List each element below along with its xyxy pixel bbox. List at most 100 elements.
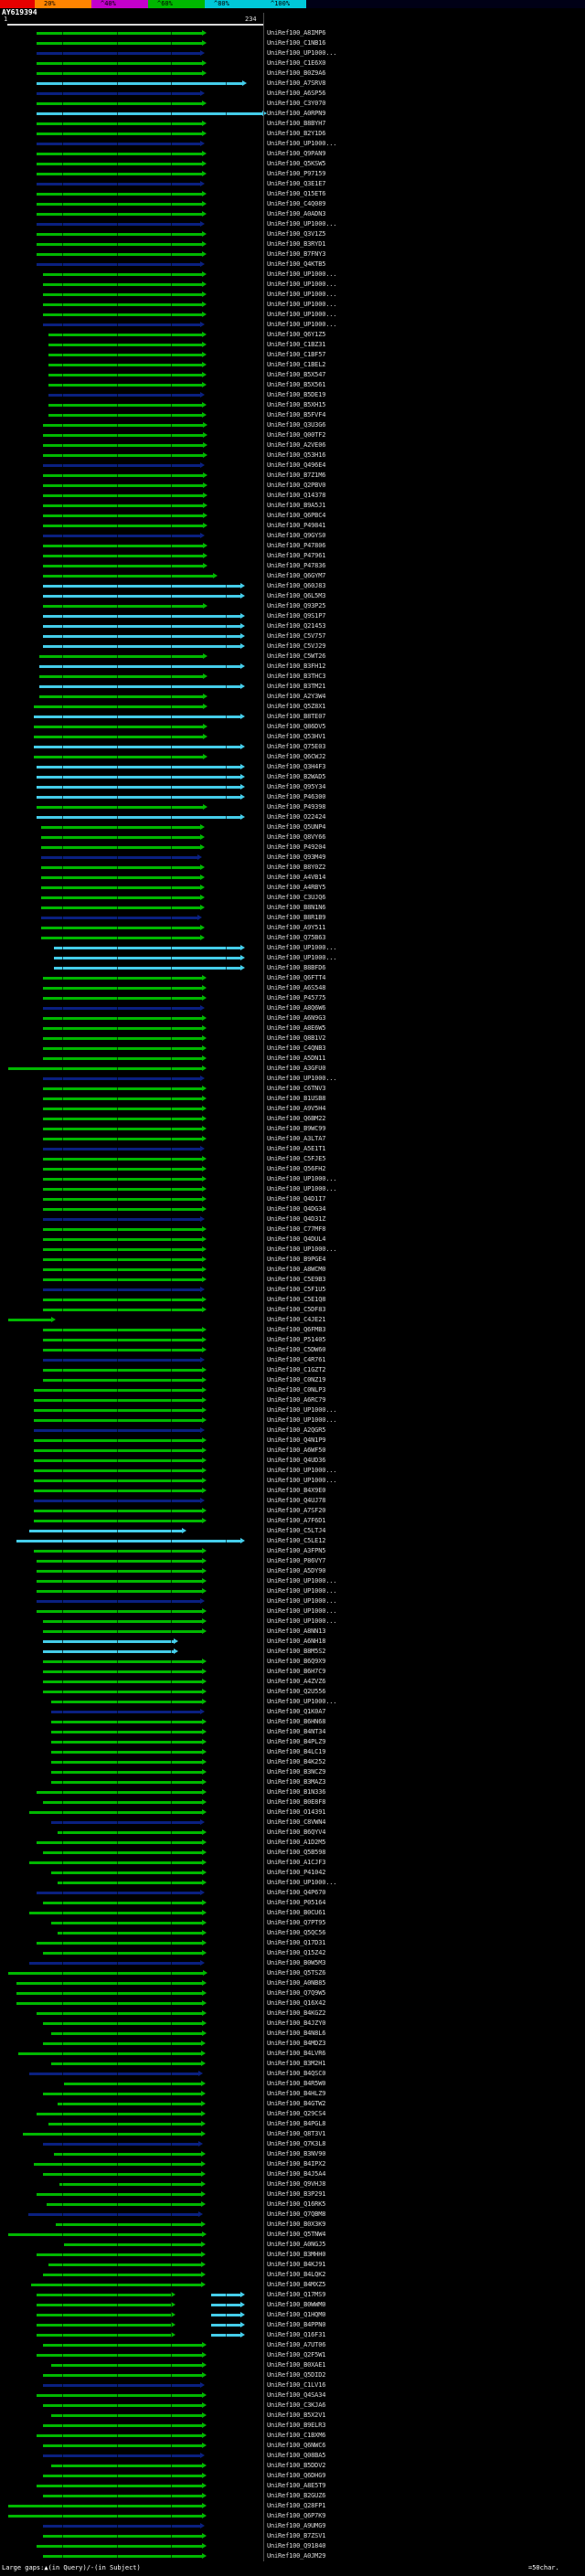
- hit-label[interactable]: UniRef100_B4NT34: [267, 1728, 326, 1735]
- hit-label[interactable]: UniRef100_Q14378: [267, 492, 326, 499]
- hit-label[interactable]: UniRef100_Q2PBV0: [267, 482, 326, 489]
- alignment-bar[interactable]: [41, 906, 200, 909]
- hit-label[interactable]: UniRef100_UP1000...: [267, 1587, 337, 1595]
- hit-label[interactable]: UniRef100_B2WAD5: [267, 773, 326, 780]
- hit-label[interactable]: UniRef100_C4R761: [267, 1356, 326, 1363]
- alignment-bar[interactable]: [43, 1349, 202, 1352]
- hit-label[interactable]: UniRef100_B4LC19: [267, 1748, 326, 1755]
- hit-label[interactable]: UniRef100_C5LE12: [267, 1537, 326, 1544]
- hit-label[interactable]: UniRef100_Q6GYM7: [267, 572, 326, 579]
- hit-label[interactable]: UniRef100_C5WT26: [267, 652, 326, 660]
- hit-label[interactable]: UniRef100_C5LTJ4: [267, 1527, 326, 1534]
- hit-label[interactable]: UniRef100_A6RC79: [267, 1396, 326, 1404]
- hit-label[interactable]: UniRef100_B3MAZ3: [267, 1778, 326, 1786]
- alignment-bar[interactable]: [43, 1037, 202, 1040]
- alignment-bar[interactable]: [43, 1278, 202, 1281]
- hit-label[interactable]: UniRef100_UP1000...: [267, 1246, 337, 1253]
- alignment-bar[interactable]: [16, 1982, 202, 1985]
- alignment-bar[interactable]: [43, 2143, 199, 2146]
- hit-label[interactable]: UniRef100_Q2U556: [267, 1688, 326, 1695]
- alignment-bar[interactable]: [43, 615, 240, 618]
- alignment-bar[interactable]: [37, 1610, 202, 1613]
- hit-label[interactable]: UniRef100_B4MDZ3: [267, 2040, 326, 2047]
- alignment-bar[interactable]: [48, 2123, 201, 2125]
- alignment-bar[interactable]: [41, 856, 198, 859]
- alignment-bar[interactable]: [37, 233, 202, 236]
- alignment-bar[interactable]: [41, 846, 200, 849]
- alignment-bar[interactable]: [37, 1942, 202, 1945]
- alignment-bar[interactable]: [37, 1560, 202, 1563]
- hit-label[interactable]: UniRef100_B7Z1M6: [267, 472, 326, 479]
- hit-label[interactable]: UniRef100_Q5TSZ6: [267, 1969, 326, 1977]
- hit-label[interactable]: UniRef100_B4J5A4: [267, 2170, 326, 2178]
- hit-label[interactable]: UniRef100_Q15ET6: [267, 190, 326, 197]
- alignment-bar[interactable]: [43, 1248, 202, 1251]
- hit-label[interactable]: UniRef100_Q5Z8X1: [267, 703, 326, 710]
- alignment-bar[interactable]: [37, 102, 202, 105]
- hit-label[interactable]: UniRef100_Q4DG34: [267, 1205, 326, 1213]
- hit-label[interactable]: UniRef100_Q6P7K9: [267, 2512, 326, 2519]
- alignment-bar[interactable]: [41, 937, 200, 939]
- alignment-bar[interactable]: [54, 947, 240, 949]
- hit-label[interactable]: UniRef100_A7SRV8: [267, 80, 326, 87]
- alignment-bar[interactable]: [58, 1882, 202, 1884]
- hit-label[interactable]: UniRef100_P46300: [267, 793, 326, 800]
- alignment-bar[interactable]: [37, 1791, 202, 1794]
- alignment-bar[interactable]: [43, 1218, 200, 1221]
- hit-label[interactable]: UniRef100_Q4D31Z: [267, 1215, 326, 1223]
- alignment-bar[interactable]: [48, 384, 202, 387]
- hit-label[interactable]: UniRef100_B5FVF4: [267, 411, 326, 419]
- hit-label[interactable]: UniRef100_B3RYD1: [267, 240, 326, 248]
- alignment-bar[interactable]: [43, 565, 204, 567]
- alignment-bar[interactable]: [47, 2203, 201, 2206]
- alignment-bar[interactable]: [43, 555, 204, 557]
- alignment-bar[interactable]: [43, 273, 202, 276]
- hit-label[interactable]: UniRef100_A6SP56: [267, 90, 326, 97]
- hit-label[interactable]: UniRef100_A6N9G3: [267, 1014, 326, 1022]
- alignment-bar[interactable]: [37, 122, 202, 125]
- alignment-bar[interactable]: [43, 1620, 202, 1623]
- hit-label[interactable]: UniRef100_A0NB85: [267, 1979, 326, 1987]
- alignment-bar[interactable]: [37, 163, 202, 165]
- hit-label[interactable]: UniRef100_Q496E4: [267, 461, 326, 469]
- alignment-bar[interactable]: [43, 2535, 202, 2538]
- alignment-bar[interactable]: [37, 62, 202, 65]
- alignment-bar[interactable]: [28, 1861, 202, 1864]
- alignment-bar[interactable]: [43, 1138, 202, 1140]
- alignment-bar[interactable]: [28, 1912, 202, 1914]
- alignment-bar[interactable]: [33, 1429, 200, 1432]
- hit-label[interactable]: UniRef100_B7FNY3: [267, 250, 326, 258]
- hit-label[interactable]: UniRef100_B3FH12: [267, 663, 326, 670]
- alignment-bar[interactable]: [43, 1178, 202, 1181]
- hit-label[interactable]: UniRef100_Q16RK5: [267, 2200, 326, 2208]
- alignment-bar[interactable]: [43, 1007, 200, 1010]
- alignment-bar[interactable]: [43, 1238, 202, 1241]
- hit-label[interactable]: UniRef100_A7SF20: [267, 1507, 326, 1514]
- hit-label[interactable]: UniRef100_P41042: [267, 1869, 326, 1876]
- alignment-bar[interactable]: [43, 2173, 201, 2176]
- hit-label[interactable]: UniRef100_Q5B598: [267, 1849, 326, 1856]
- alignment-bar[interactable]: [43, 283, 202, 286]
- hit-label[interactable]: UniRef100_B4MXZ5: [267, 2281, 326, 2288]
- alignment-bar[interactable]: [28, 1530, 183, 1532]
- alignment-bar[interactable]: [43, 1198, 202, 1201]
- hit-label[interactable]: UniRef100_C77MF8: [267, 1225, 326, 1233]
- hit-label[interactable]: UniRef100_UP1000...: [267, 301, 337, 308]
- alignment-bar[interactable]: [48, 414, 202, 417]
- alignment-bar[interactable]: [37, 1600, 200, 1603]
- alignment-bar[interactable]: [43, 2404, 202, 2407]
- hit-label[interactable]: UniRef100_Q2F5W1: [267, 2351, 326, 2359]
- alignment-bar[interactable]: [43, 1680, 202, 1683]
- alignment-bar[interactable]: [37, 2113, 201, 2115]
- alignment-bar[interactable]: [43, 1118, 202, 1120]
- alignment-bar[interactable]: [8, 2233, 202, 2236]
- alignment-bar[interactable]: [37, 92, 200, 95]
- alignment-bar[interactable]: [41, 866, 200, 869]
- hit-label[interactable]: UniRef100_B4GTW2: [267, 2100, 326, 2107]
- hit-label[interactable]: UniRef100_A0RPN9: [267, 110, 326, 117]
- hit-label[interactable]: UniRef100_UP1000...: [267, 1477, 337, 1484]
- hit-label[interactable]: UniRef100_Q6NWC6: [267, 2442, 326, 2449]
- hit-label[interactable]: UniRef100_A7F6D1: [267, 1517, 326, 1524]
- hit-label[interactable]: UniRef100_C5E1Q8: [267, 1296, 326, 1303]
- hit-label[interactable]: UniRef100_A5DN11: [267, 1055, 326, 1062]
